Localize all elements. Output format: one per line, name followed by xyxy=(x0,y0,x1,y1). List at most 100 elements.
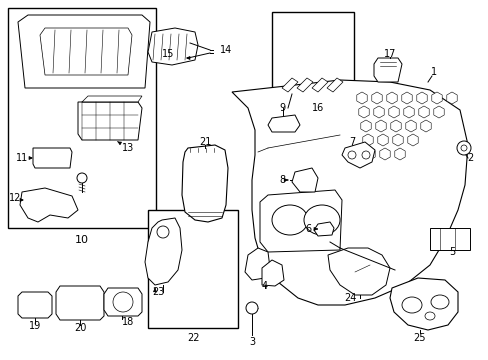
Polygon shape xyxy=(371,92,382,104)
Polygon shape xyxy=(394,148,405,160)
Ellipse shape xyxy=(460,145,466,151)
Text: 6: 6 xyxy=(305,224,310,234)
Polygon shape xyxy=(416,92,427,104)
Bar xyxy=(39,150,46,165)
Text: 21: 21 xyxy=(199,137,211,147)
Text: 15: 15 xyxy=(162,49,174,59)
Ellipse shape xyxy=(304,205,339,235)
Polygon shape xyxy=(231,80,467,305)
Ellipse shape xyxy=(271,205,307,235)
Text: 7: 7 xyxy=(348,137,354,147)
Ellipse shape xyxy=(401,297,421,313)
Polygon shape xyxy=(360,120,370,132)
Polygon shape xyxy=(296,78,312,92)
Ellipse shape xyxy=(245,302,258,314)
Polygon shape xyxy=(433,106,443,118)
Polygon shape xyxy=(356,92,366,104)
Polygon shape xyxy=(311,78,327,92)
Polygon shape xyxy=(260,190,341,252)
Bar xyxy=(112,296,134,310)
Bar xyxy=(8,8,156,228)
Ellipse shape xyxy=(361,151,369,159)
Text: 22: 22 xyxy=(186,333,199,343)
Polygon shape xyxy=(431,92,441,104)
Bar xyxy=(429,228,469,250)
Polygon shape xyxy=(401,92,411,104)
Polygon shape xyxy=(145,218,182,285)
Text: 1: 1 xyxy=(430,67,436,77)
Polygon shape xyxy=(244,248,269,280)
Text: 20: 20 xyxy=(74,323,86,333)
Polygon shape xyxy=(392,134,403,146)
Polygon shape xyxy=(104,288,142,316)
Polygon shape xyxy=(390,120,400,132)
Text: 3: 3 xyxy=(248,337,255,347)
Polygon shape xyxy=(20,188,78,222)
Text: 13: 13 xyxy=(122,143,134,153)
Text: 24: 24 xyxy=(343,293,355,303)
Ellipse shape xyxy=(456,141,470,155)
Text: 19: 19 xyxy=(29,321,41,331)
Bar xyxy=(48,150,55,165)
Polygon shape xyxy=(379,148,389,160)
Polygon shape xyxy=(446,92,456,104)
Ellipse shape xyxy=(157,226,169,238)
Text: 23: 23 xyxy=(151,287,164,297)
Polygon shape xyxy=(362,134,372,146)
Polygon shape xyxy=(375,120,386,132)
Text: 18: 18 xyxy=(122,317,134,327)
Bar xyxy=(271,12,353,94)
Polygon shape xyxy=(326,78,342,92)
Polygon shape xyxy=(420,120,430,132)
Polygon shape xyxy=(327,248,389,295)
Ellipse shape xyxy=(424,312,434,320)
Polygon shape xyxy=(18,292,52,318)
Polygon shape xyxy=(262,260,284,286)
Bar xyxy=(62,292,76,312)
Ellipse shape xyxy=(430,295,448,309)
Polygon shape xyxy=(282,78,297,92)
Polygon shape xyxy=(341,142,374,168)
Text: 17: 17 xyxy=(383,49,395,59)
Polygon shape xyxy=(389,278,457,330)
Text: 8: 8 xyxy=(278,175,285,185)
Text: 5: 5 xyxy=(448,247,454,257)
Text: 25: 25 xyxy=(413,333,426,343)
Ellipse shape xyxy=(347,151,355,159)
Polygon shape xyxy=(377,134,387,146)
Bar xyxy=(80,292,94,312)
Polygon shape xyxy=(82,96,142,102)
Ellipse shape xyxy=(113,292,133,312)
Polygon shape xyxy=(56,286,104,320)
Polygon shape xyxy=(33,148,72,168)
Polygon shape xyxy=(267,115,299,132)
Text: 11: 11 xyxy=(16,153,28,163)
Polygon shape xyxy=(313,222,333,236)
Polygon shape xyxy=(78,102,142,140)
Polygon shape xyxy=(407,134,417,146)
Polygon shape xyxy=(386,92,396,104)
Polygon shape xyxy=(182,145,227,222)
Polygon shape xyxy=(18,15,150,88)
Polygon shape xyxy=(373,106,384,118)
Text: 14: 14 xyxy=(220,45,232,55)
Polygon shape xyxy=(405,120,415,132)
Polygon shape xyxy=(358,106,368,118)
Text: 2: 2 xyxy=(466,153,472,163)
Polygon shape xyxy=(40,28,132,75)
Text: 16: 16 xyxy=(311,103,324,113)
Text: 12: 12 xyxy=(9,193,21,203)
Bar xyxy=(25,298,43,312)
Polygon shape xyxy=(373,58,401,82)
Bar xyxy=(57,150,64,165)
Text: 9: 9 xyxy=(278,103,285,113)
Polygon shape xyxy=(364,148,374,160)
Polygon shape xyxy=(418,106,428,118)
Ellipse shape xyxy=(77,173,87,183)
Polygon shape xyxy=(291,168,317,192)
Bar xyxy=(148,210,238,328)
Polygon shape xyxy=(403,106,413,118)
Text: 4: 4 xyxy=(262,281,267,291)
Text: 10: 10 xyxy=(75,235,89,245)
Polygon shape xyxy=(388,106,398,118)
